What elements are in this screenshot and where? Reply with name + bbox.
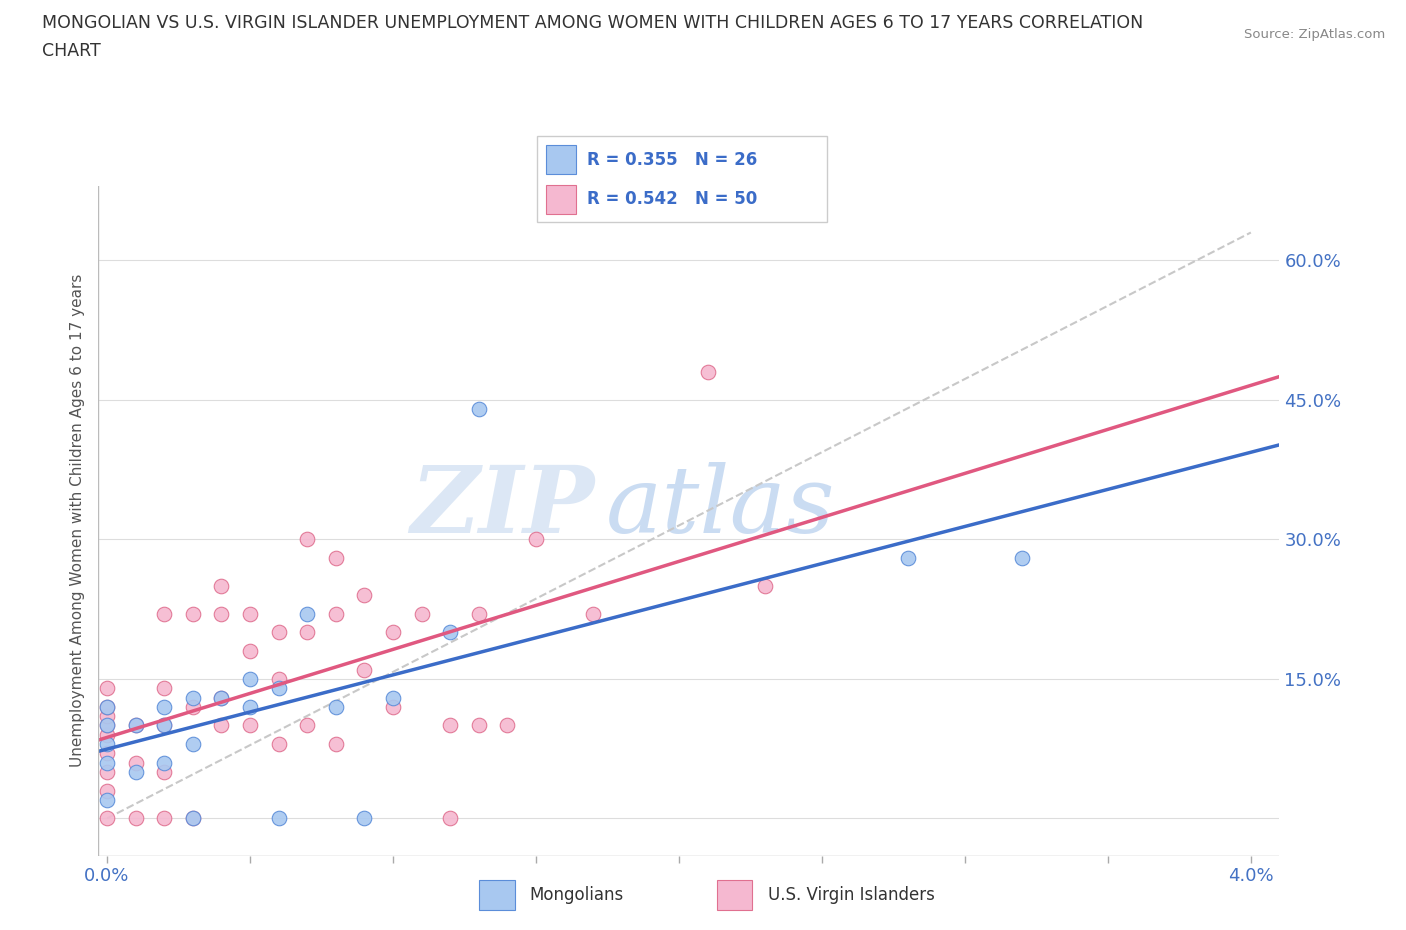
Text: ZIP: ZIP	[411, 462, 595, 552]
Text: R = 0.542   N = 50: R = 0.542 N = 50	[588, 191, 758, 208]
Point	[96, 699, 118, 714]
Bar	[546, 144, 575, 174]
Point	[295, 718, 318, 733]
Point	[381, 699, 404, 714]
Point	[181, 606, 204, 621]
Point	[96, 709, 118, 724]
Point	[96, 755, 118, 770]
Point	[295, 625, 318, 640]
Point	[153, 606, 176, 621]
Point	[153, 811, 176, 826]
Text: U.S. Virgin Islanders: U.S. Virgin Islanders	[768, 886, 935, 904]
Point	[96, 681, 118, 696]
Point	[96, 811, 118, 826]
Point	[468, 402, 491, 417]
Point	[897, 551, 920, 565]
Point	[96, 699, 118, 714]
Point	[468, 718, 491, 733]
Point	[124, 718, 146, 733]
Point	[209, 578, 232, 593]
Point	[96, 764, 118, 779]
Point	[181, 690, 204, 705]
Point	[239, 699, 262, 714]
Point	[353, 811, 375, 826]
Point	[1011, 551, 1033, 565]
Y-axis label: Unemployment Among Women with Children Ages 6 to 17 years: Unemployment Among Women with Children A…	[70, 274, 86, 767]
Text: atlas: atlas	[606, 462, 835, 552]
Point	[181, 811, 204, 826]
Point	[267, 671, 290, 686]
Point	[439, 811, 461, 826]
Point	[209, 718, 232, 733]
Point	[239, 606, 262, 621]
Point	[439, 718, 461, 733]
Point	[325, 699, 347, 714]
Text: CHART: CHART	[42, 42, 101, 60]
Point	[381, 690, 404, 705]
Point	[181, 737, 204, 751]
Point	[267, 811, 290, 826]
Point	[353, 662, 375, 677]
Bar	[546, 185, 575, 215]
Point	[96, 727, 118, 742]
Point	[496, 718, 519, 733]
Point	[325, 551, 347, 565]
Point	[209, 606, 232, 621]
Point	[353, 588, 375, 603]
Point	[96, 718, 118, 733]
Point	[209, 690, 232, 705]
Bar	[479, 881, 515, 910]
Point	[439, 625, 461, 640]
Point	[381, 625, 404, 640]
Point	[239, 671, 262, 686]
Point	[325, 737, 347, 751]
Point	[267, 737, 290, 751]
Point	[209, 690, 232, 705]
FancyBboxPatch shape	[537, 136, 827, 222]
Point	[411, 606, 433, 621]
Point	[524, 532, 547, 547]
Point	[181, 811, 204, 826]
Point	[696, 365, 718, 379]
Point	[153, 699, 176, 714]
Point	[153, 755, 176, 770]
Point	[96, 746, 118, 761]
Point	[325, 606, 347, 621]
Point	[582, 606, 605, 621]
Point	[239, 718, 262, 733]
Point	[124, 764, 146, 779]
Point	[153, 764, 176, 779]
Text: Source: ZipAtlas.com: Source: ZipAtlas.com	[1244, 28, 1385, 41]
Point	[153, 718, 176, 733]
Text: Mongolians: Mongolians	[530, 886, 624, 904]
Point	[295, 606, 318, 621]
Point	[181, 699, 204, 714]
Point	[295, 532, 318, 547]
Point	[468, 606, 491, 621]
Text: R = 0.355   N = 26: R = 0.355 N = 26	[588, 151, 758, 168]
Point	[267, 681, 290, 696]
Text: MONGOLIAN VS U.S. VIRGIN ISLANDER UNEMPLOYMENT AMONG WOMEN WITH CHILDREN AGES 6 : MONGOLIAN VS U.S. VIRGIN ISLANDER UNEMPL…	[42, 14, 1143, 32]
Point	[96, 792, 118, 807]
Bar	[717, 881, 752, 910]
Point	[239, 644, 262, 658]
Point	[124, 755, 146, 770]
Point	[153, 718, 176, 733]
Point	[96, 783, 118, 798]
Point	[754, 578, 776, 593]
Point	[96, 718, 118, 733]
Point	[124, 718, 146, 733]
Point	[124, 811, 146, 826]
Point	[267, 625, 290, 640]
Point	[96, 737, 118, 751]
Point	[153, 681, 176, 696]
